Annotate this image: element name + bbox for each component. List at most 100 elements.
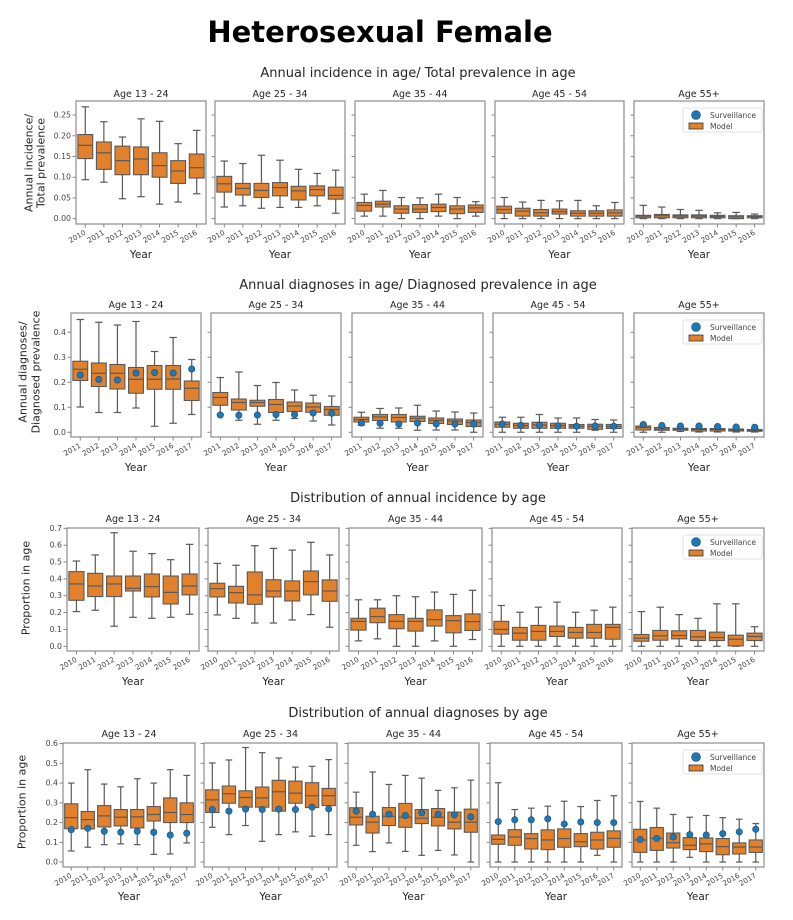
surveillance-point	[418, 809, 426, 817]
box-iqr	[234, 182, 251, 196]
legend-model-swatch	[688, 122, 704, 130]
model-box	[114, 136, 131, 200]
model-box	[672, 208, 689, 220]
chart-row: Annual incidence in age/ Total prevalenc…	[23, 66, 765, 261]
model-box	[445, 593, 462, 647]
model-box	[365, 771, 380, 853]
box-iqr	[165, 364, 182, 390]
model-box	[290, 168, 307, 209]
x-axis-label: Year	[264, 462, 288, 474]
legend-model-swatch	[688, 549, 704, 557]
chart-row: Distribution of annual incidence by age P…	[20, 491, 765, 688]
subplot-panel: Age 45 - 542010201120122013201420152016Y…	[483, 514, 623, 688]
model-box	[124, 550, 142, 618]
subplot-title: Age 13 - 24	[113, 89, 168, 100]
legend: Surveillance Model	[682, 534, 763, 560]
legend-model-label: Model	[710, 764, 733, 773]
box-iqr	[327, 186, 344, 200]
surveillance-point	[275, 805, 283, 813]
panel-frame	[633, 100, 765, 225]
surveillance-point	[669, 833, 677, 841]
surveillance-point	[291, 410, 299, 418]
y-tick-label: 0.0	[46, 858, 58, 867]
surveillance-point	[591, 422, 599, 430]
model-box	[374, 189, 391, 217]
model-box	[746, 213, 763, 220]
model-box	[635, 204, 652, 220]
surveillance-point	[169, 369, 177, 377]
box-iqr	[524, 833, 539, 850]
model-box	[249, 384, 266, 425]
legend-surveillance-marker	[691, 537, 701, 547]
subplot-panel: Age 25 - 342011201220132014201520162017Y…	[202, 300, 342, 474]
legend-surveillance-label: Surveillance	[710, 538, 756, 547]
box-iqr	[162, 575, 179, 605]
surveillance-point	[95, 375, 103, 383]
model-box	[221, 759, 237, 836]
panel-frame	[75, 100, 207, 225]
legend-model-label: Model	[710, 334, 733, 343]
box-iqr	[106, 575, 123, 598]
panel-frame	[489, 742, 623, 868]
box-iqr	[181, 573, 198, 596]
surveillance-point	[395, 420, 403, 428]
subplot-panel: Age 45 - 5420102011201220132014201520162…	[480, 729, 623, 903]
x-axis-label: Year	[687, 249, 711, 261]
box-iqr	[128, 366, 144, 394]
model-box	[64, 782, 79, 852]
box-iqr	[365, 815, 380, 834]
surveillance-point	[151, 368, 159, 376]
surveillance-point	[253, 411, 261, 419]
box-iqr	[511, 626, 528, 641]
surveillance-point	[208, 806, 216, 814]
x-axis-label: Year	[687, 462, 711, 474]
surveillance-point	[272, 410, 280, 418]
model-box	[524, 807, 539, 863]
box-iqr	[170, 160, 187, 184]
model-box	[284, 549, 301, 621]
y-tick-label: 0.00	[54, 214, 71, 223]
model-box	[511, 611, 528, 647]
box-iqr	[412, 203, 428, 213]
box-iqr	[445, 615, 462, 634]
box-iqr	[146, 806, 161, 822]
box-iqr	[221, 785, 237, 804]
y-axis-label: Annual incidence/	[23, 114, 36, 212]
subplot-title: Age 45 - 54	[530, 300, 585, 311]
surveillance-point	[470, 420, 478, 428]
y-axis-label: Proportion in age	[20, 541, 33, 636]
surveillance-point	[113, 376, 121, 384]
subplot-panel: Age 35 - 442010201120122013201420152016Y…	[346, 89, 486, 261]
model-box	[179, 774, 194, 844]
surveillance-point	[291, 806, 299, 814]
box-iqr	[321, 787, 336, 807]
surveillance-point	[188, 365, 196, 373]
box-iqr	[671, 630, 688, 640]
legend-model-swatch	[688, 334, 704, 342]
y-tick-label: 0.4	[46, 779, 58, 788]
legend-surveillance-label: Surveillance	[710, 753, 756, 762]
panel-frame	[203, 742, 338, 868]
x-axis-label: Year	[117, 891, 141, 903]
y-tick-label: 0.1	[50, 625, 62, 634]
subplot-panel: Age 55+2010201120122013201420152016YearS…	[625, 89, 765, 261]
box-iqr	[590, 831, 605, 850]
surveillance-point	[511, 816, 519, 824]
model-box	[633, 610, 650, 647]
y-tick-label: 0.4	[54, 328, 66, 337]
legend-surveillance-label: Surveillance	[710, 111, 756, 120]
surveillance-point	[527, 816, 535, 824]
model-box	[97, 783, 112, 846]
model-box	[449, 196, 466, 220]
model-box	[234, 162, 251, 207]
y-tick-label: 0.7	[50, 524, 62, 533]
box-iqr	[77, 133, 94, 160]
plot-area	[493, 313, 623, 437]
box-iqr	[68, 571, 85, 601]
legend: Surveillance Model	[682, 319, 763, 345]
subplot-title: Age 55+	[678, 300, 719, 311]
box-iqr	[246, 571, 263, 605]
model-box	[80, 769, 95, 848]
y-tick-label: 0.5	[50, 558, 62, 567]
